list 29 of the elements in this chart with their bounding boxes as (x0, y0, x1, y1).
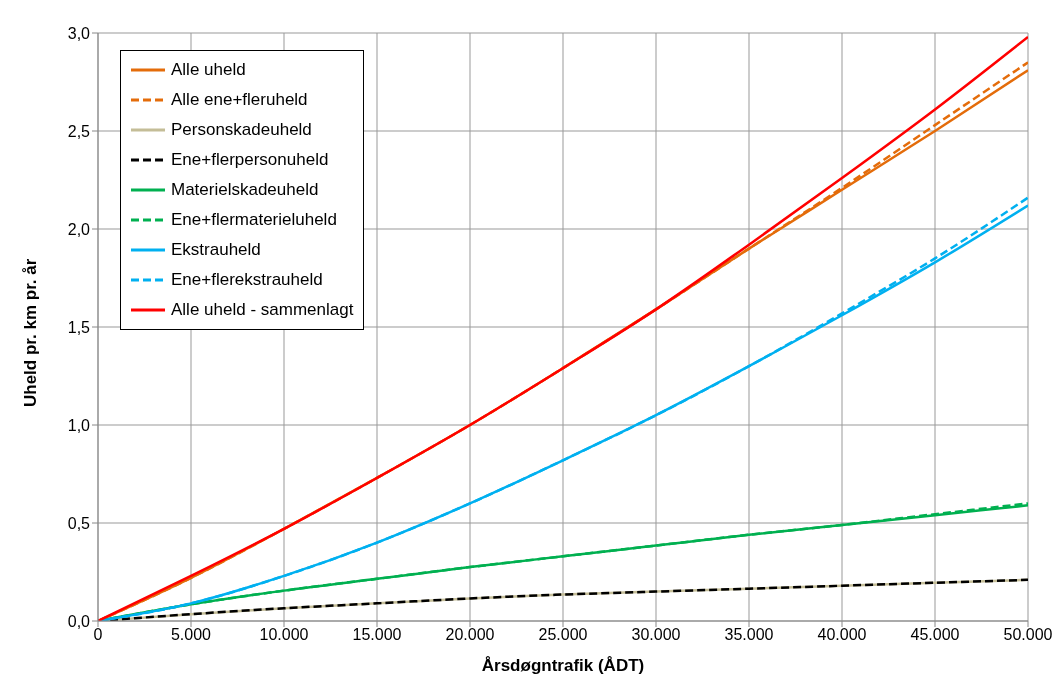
y-tick-label: 0,0 (67, 612, 91, 630)
y-tick-label: 1,0 (67, 416, 91, 434)
x-tick-label: 20.000 (445, 626, 495, 644)
x-tick-label: 25.000 (538, 626, 588, 644)
x-tick-label: 10.000 (259, 626, 309, 644)
legend-label: Personskadeuheld (171, 120, 312, 140)
legend-label: Materielskadeuheld (171, 180, 319, 200)
legend-label: Ekstrauheld (171, 240, 261, 260)
y-tick-label: 2,0 (67, 220, 91, 238)
legend-label: Ene+flermaterieluheld (171, 210, 337, 230)
x-tick-label: 40.000 (817, 626, 867, 644)
legend-label: Ene+flerpersonuheld (171, 150, 329, 170)
legend-label: Alle ene+fleruheld (171, 90, 308, 110)
y-tick-label: 2,5 (67, 122, 91, 140)
x-tick-label: 50.000 (1003, 626, 1053, 644)
y-tick-label: 1,5 (67, 318, 91, 336)
legend-label: Alle uheld - sammenlagt (171, 300, 354, 320)
y-tick-label: 3,0 (67, 24, 91, 42)
y-tick-label: 0,5 (67, 514, 91, 532)
legend-label: Alle uheld (171, 60, 246, 80)
x-axis-title: Årsdøgntrafik (ÅDT) (481, 656, 645, 675)
x-tick-label: 5.000 (170, 626, 212, 644)
x-tick-label: 45.000 (910, 626, 960, 644)
x-tick-label: 35.000 (724, 626, 774, 644)
x-tick-label: 0 (93, 626, 103, 644)
legend-label: Ene+flerekstrauheld (171, 270, 323, 290)
x-tick-label: 30.000 (631, 626, 681, 644)
x-tick-label: 15.000 (352, 626, 402, 644)
y-axis-title: Uheld pr. km pr. år (21, 258, 41, 407)
